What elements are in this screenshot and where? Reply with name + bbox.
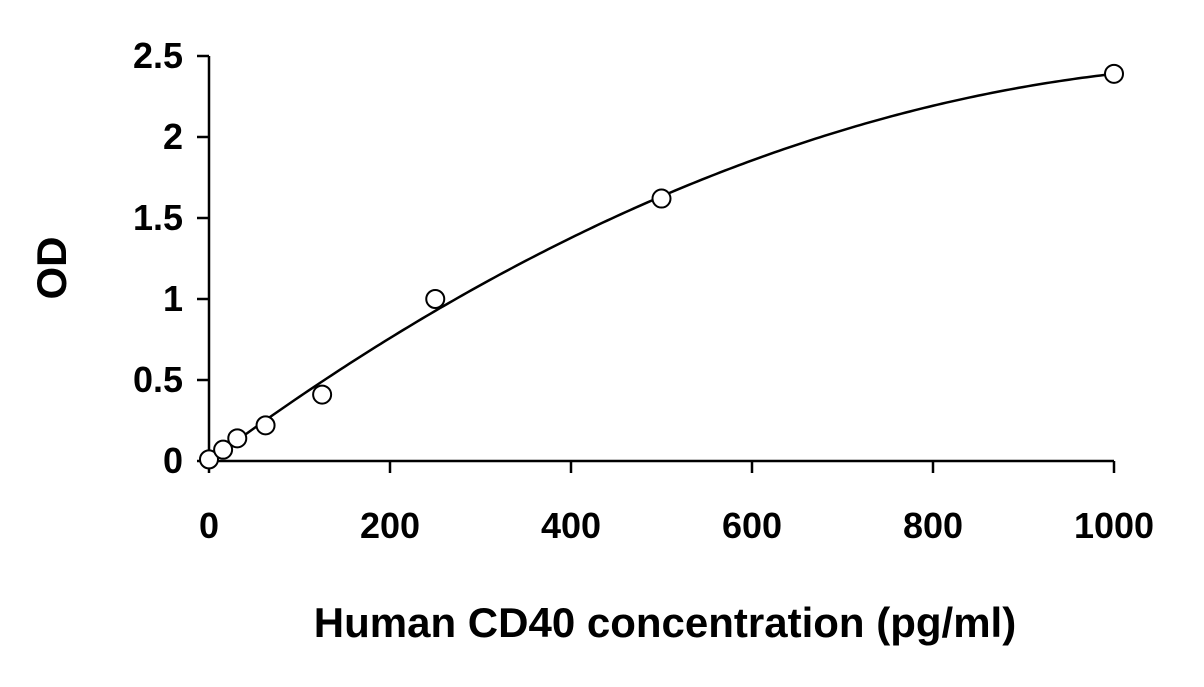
- x-tick-label: 1000: [1074, 505, 1154, 546]
- data-point: [213, 439, 234, 460]
- axes: [207, 56, 1114, 463]
- x-tick-label: 0: [199, 505, 219, 546]
- x-axis-title: Human CD40 concentration (pg/ml): [314, 599, 1016, 646]
- y-tick-label: 0: [163, 440, 183, 481]
- y-tick-label: 2: [163, 116, 183, 157]
- data-point: [255, 415, 276, 436]
- fitted-curve: [208, 72, 1115, 463]
- x-tick-label: 800: [903, 505, 963, 546]
- y-tick-label: 1.5: [133, 197, 183, 238]
- x-tick-label: 600: [722, 505, 782, 546]
- data-point: [1104, 63, 1124, 84]
- data-point: [425, 289, 446, 309]
- x-tick-label: 400: [541, 505, 601, 546]
- y-axis-title: OD: [28, 237, 75, 300]
- y-tick-label: 1: [163, 278, 183, 319]
- data-points: [199, 63, 1124, 470]
- x-tick-label: 200: [360, 505, 420, 546]
- data-point: [651, 188, 672, 209]
- x-ticks: 0 200 400 600 800 1000: [199, 461, 1154, 546]
- data-point: [199, 449, 219, 470]
- y-tick-label: 2.5: [133, 35, 183, 76]
- data-point: [312, 384, 333, 405]
- y-ticks: 0 0.5 1 1.5 2 2.5: [133, 35, 209, 481]
- data-point: [227, 428, 248, 449]
- y-tick-label: 0.5: [133, 359, 183, 400]
